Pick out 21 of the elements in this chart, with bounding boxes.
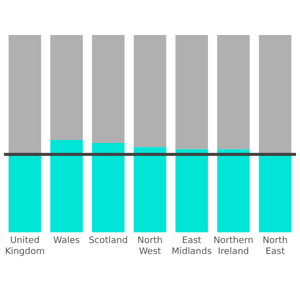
bar — [50, 35, 83, 140]
x-tick-label: North West — [137, 236, 163, 257]
x-tick-label: Scotland — [88, 236, 128, 246]
bar — [134, 35, 166, 148]
bar — [92, 142, 125, 232]
bar — [217, 35, 250, 150]
bar — [175, 35, 208, 150]
bar — [217, 149, 250, 232]
x-tick-label: United Kingdom — [4, 236, 45, 257]
bar — [258, 154, 292, 232]
bar — [8, 154, 42, 232]
x-tick-label: Wales — [53, 236, 80, 246]
bar — [50, 140, 83, 232]
bar — [8, 35, 42, 154]
bar — [134, 147, 166, 232]
x-tick-label: Northern Ireland — [213, 236, 254, 257]
bar — [92, 35, 125, 143]
bar — [258, 35, 292, 154]
x-tick-label: East Midlands — [172, 236, 212, 257]
x-tick-label: North East — [262, 236, 288, 257]
bar — [175, 149, 208, 232]
